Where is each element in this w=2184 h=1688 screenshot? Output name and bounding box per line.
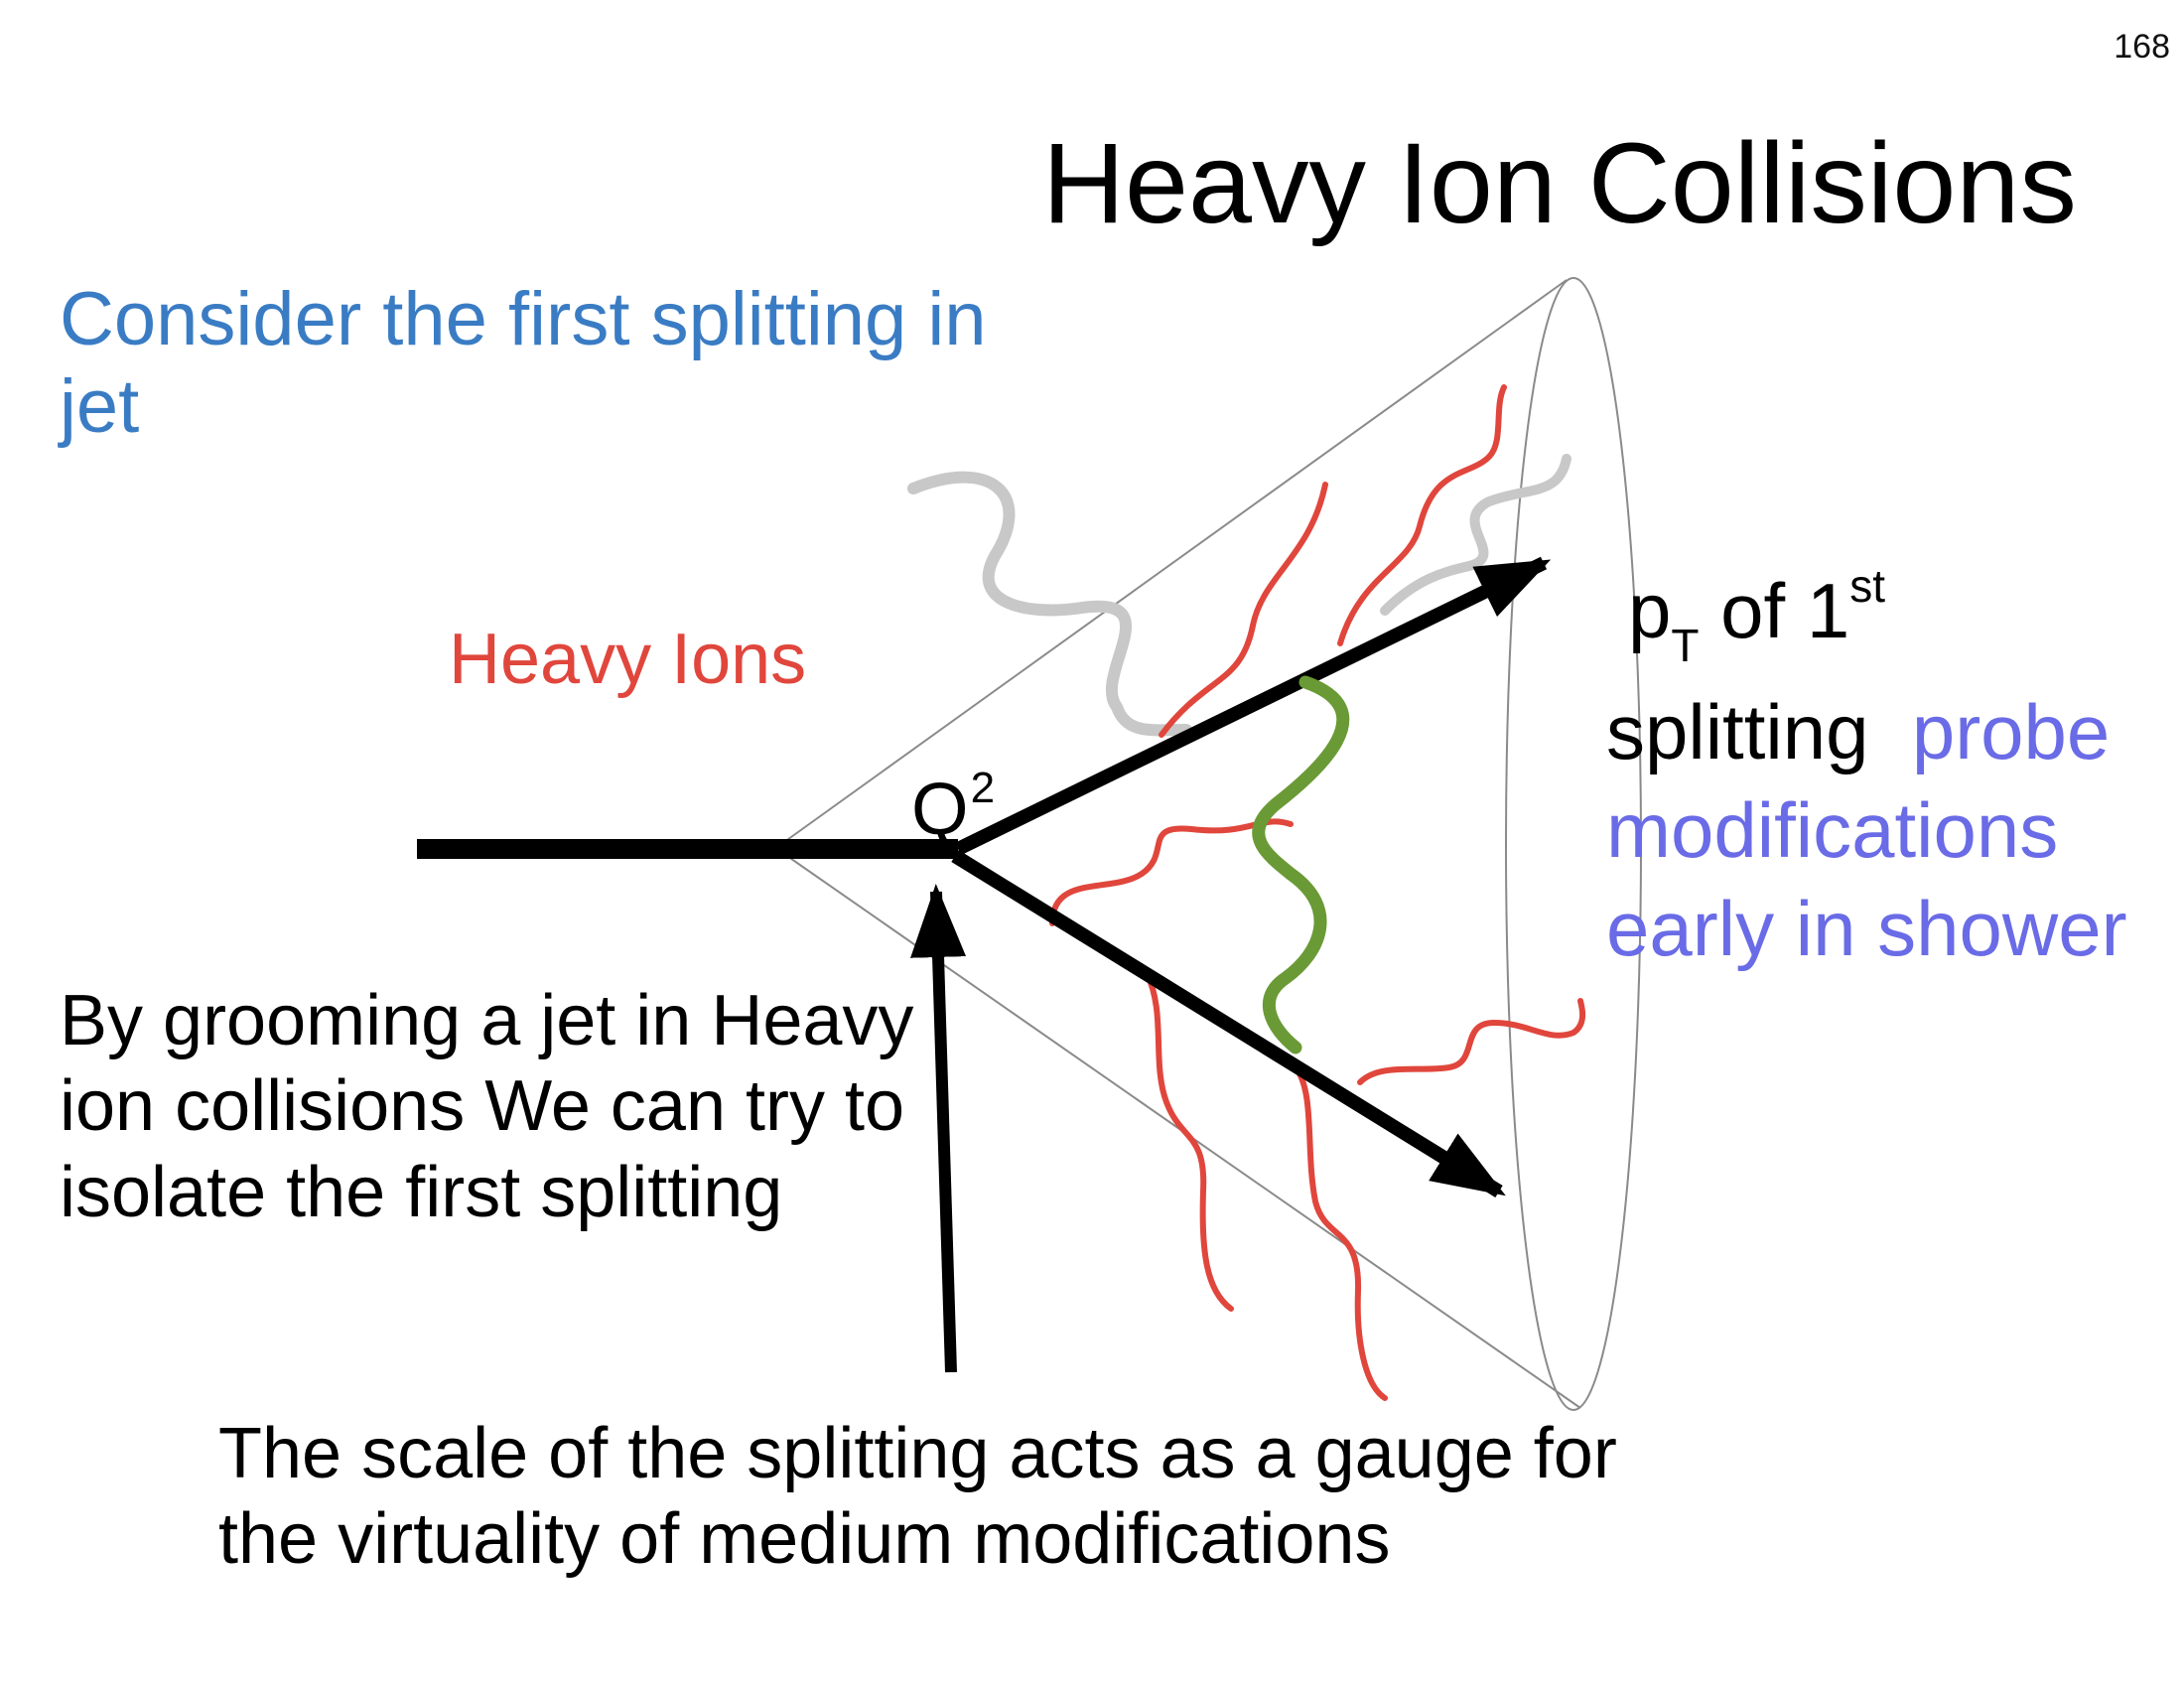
red-gluon-3 <box>1049 818 1294 926</box>
probe-splitting-word: splitting <box>1606 688 1869 775</box>
q-squared-label: Q2 <box>911 767 995 846</box>
probe-early-in-shower: early in shower <box>1606 885 2127 973</box>
probe-text-block: splitting probe modifications early in s… <box>1606 683 2127 978</box>
pt-subscript: T <box>1671 620 1700 671</box>
probe-modifications: modifications <box>1606 786 2059 875</box>
jet-cone-opening <box>1505 277 1642 1411</box>
scale-text: The scale of the splitting acts as a gau… <box>218 1414 1617 1579</box>
heavy-ions-label: Heavy Ions <box>449 620 807 699</box>
q-superscript: 2 <box>970 764 996 812</box>
gray-gluon-upper-right <box>1380 454 1571 616</box>
q-symbol: Q <box>911 768 969 850</box>
jet-cone-upper-edge <box>783 279 1568 843</box>
red-gluon-5 <box>1293 1064 1388 1401</box>
probe-word: probe <box>1911 688 2111 775</box>
page-number: 168 <box>2114 28 2170 66</box>
green-gluon <box>1252 675 1350 1055</box>
red-gluon-4 <box>1144 970 1234 1312</box>
pt-label: pT of 1st <box>1628 560 1886 668</box>
intro-text: Consider the first splitting in jet <box>60 277 987 450</box>
pointer-arrow <box>910 884 967 1373</box>
slide-title: Heavy Ion Collisions <box>1042 120 2077 247</box>
red-gluon-1 <box>1159 482 1328 738</box>
pt-of: of 1 <box>1699 567 1850 654</box>
upper-parton-arrow <box>954 556 1552 856</box>
red-gluon-6 <box>1357 998 1586 1085</box>
red-gluon-2 <box>1337 384 1507 646</box>
gray-gluon-upper-left <box>907 471 1192 737</box>
grooming-text: By grooming a jet in Heavy ion collision… <box>60 981 914 1232</box>
pt-p: p <box>1628 567 1672 654</box>
lower-parton-arrow <box>951 850 1506 1197</box>
pt-superscript: st <box>1849 560 1886 612</box>
